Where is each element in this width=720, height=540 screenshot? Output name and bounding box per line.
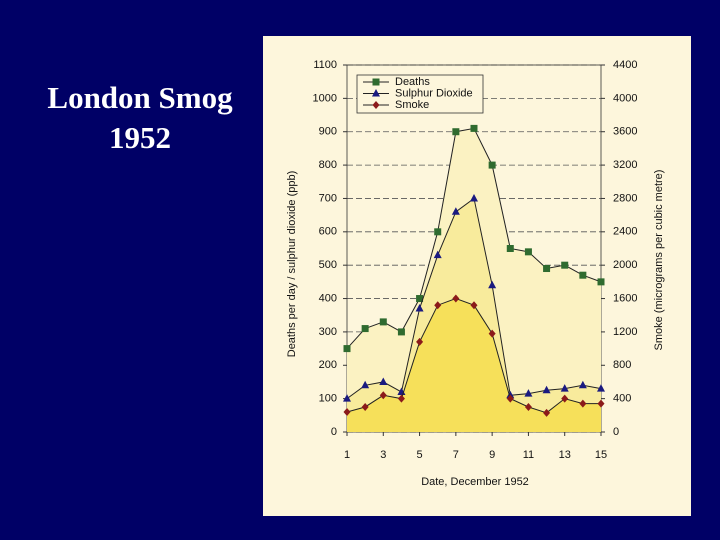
x-tick-label: 11 <box>523 449 534 461</box>
data-point <box>433 250 442 259</box>
data-point <box>543 408 551 417</box>
data-point <box>361 325 369 333</box>
data-point <box>451 207 460 215</box>
y2-tick-label: 4000 <box>613 92 637 104</box>
x-tick-label: 9 <box>489 449 495 461</box>
legend-label: Smoke <box>395 99 429 111</box>
data-point <box>597 384 605 392</box>
data-point <box>560 384 569 392</box>
y2-tick-label: 3600 <box>613 126 637 138</box>
y-tick-label: 600 <box>319 226 337 238</box>
y-tick-label: 0 <box>331 426 337 438</box>
y-tick-label: 300 <box>319 326 337 338</box>
y-tick-label: 200 <box>319 359 337 371</box>
y2-tick-label: 3200 <box>613 159 637 171</box>
legend-marker <box>372 101 380 109</box>
data-point <box>361 402 369 411</box>
x-axis-label: Date, December 1952 <box>421 476 529 488</box>
y2-tick-label: 400 <box>613 393 631 405</box>
data-point <box>488 329 496 338</box>
data-point <box>561 394 569 403</box>
data-point <box>379 391 387 400</box>
data-point <box>343 407 351 416</box>
data-point <box>506 245 514 252</box>
data-point <box>415 304 424 312</box>
data-point <box>579 271 587 279</box>
y-tick-label: 500 <box>319 259 337 271</box>
y-axis-label: Deaths per day / sulphur dioxide (ppb) <box>286 171 298 358</box>
y2-axis-label: Smoke (micrograms per cubic metre) <box>653 170 665 351</box>
data-point <box>397 394 405 403</box>
y-tick-label: 100 <box>319 393 337 405</box>
data-point <box>343 345 351 353</box>
data-point <box>543 265 551 273</box>
x-tick-label: 1 <box>344 449 350 461</box>
data-point <box>506 394 514 403</box>
data-point <box>397 328 405 336</box>
data-point <box>343 394 351 402</box>
y2-tick-label: 2000 <box>613 259 637 271</box>
y-tick-label: 900 <box>319 126 337 138</box>
data-point <box>488 280 497 289</box>
y-tick-label: 800 <box>319 159 337 171</box>
data-point <box>524 402 532 411</box>
data-point <box>470 301 478 310</box>
y2-tick-label: 0 <box>613 426 619 438</box>
y2-tick-label: 800 <box>613 359 631 371</box>
data-point <box>578 380 587 389</box>
legend-label: Sulphur Dioxide <box>395 87 473 99</box>
legend-marker <box>372 89 380 97</box>
data-point <box>379 318 387 326</box>
data-point <box>416 337 424 346</box>
y2-tick-label: 1200 <box>613 326 637 338</box>
legend-marker <box>372 78 380 86</box>
data-point <box>597 278 605 286</box>
y2-tick-label: 4400 <box>613 59 637 71</box>
data-point <box>488 161 496 169</box>
y-tick-label: 1000 <box>313 92 337 104</box>
y2-tick-label: 2800 <box>613 192 637 204</box>
x-tick-label: 13 <box>559 449 571 461</box>
y2-tick-label: 1600 <box>613 292 637 304</box>
y-tick-label: 400 <box>319 292 337 304</box>
data-point <box>542 385 551 394</box>
data-point <box>579 399 587 408</box>
data-point <box>452 128 460 136</box>
x-tick-label: 3 <box>380 449 386 461</box>
data-point <box>452 294 460 303</box>
y-tick-label: 700 <box>319 192 337 204</box>
data-point <box>416 295 424 303</box>
x-tick-label: 15 <box>595 449 607 461</box>
slide-title: London Smog 1952 <box>47 80 233 155</box>
y2-tick-label: 2400 <box>613 226 637 238</box>
data-point <box>524 248 532 256</box>
data-point <box>506 390 515 399</box>
data-point <box>597 399 605 408</box>
data-point <box>434 301 442 310</box>
series-area <box>347 298 601 432</box>
data-point <box>561 261 569 269</box>
data-point <box>361 380 370 389</box>
y-tick-label: 1100 <box>313 59 337 71</box>
x-tick-label: 5 <box>417 449 423 461</box>
data-point <box>524 389 533 397</box>
x-tick-label: 7 <box>453 449 459 461</box>
data-point <box>379 377 388 385</box>
data-point <box>434 228 442 236</box>
data-point <box>470 193 478 202</box>
legend-label: Deaths <box>395 76 430 88</box>
data-point <box>470 124 478 132</box>
